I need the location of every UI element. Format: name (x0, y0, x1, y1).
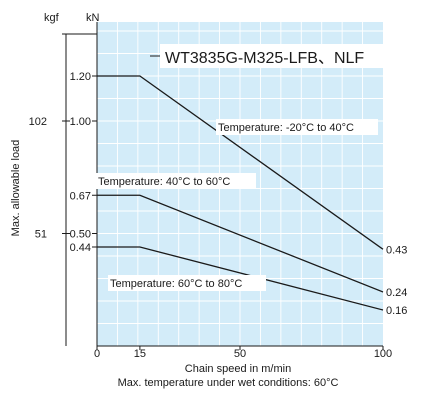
series-label-2: Temperature: 40°C to 60°C (98, 176, 230, 188)
y-tick-label-kn: 1.00 (70, 116, 91, 128)
series-label-box-3 (108, 275, 266, 291)
series-line-2 (97, 194, 384, 293)
x-axis-title: Chain speed in m/min (185, 363, 291, 375)
x-tick-label: 50 (234, 348, 246, 360)
y-tick-label-kn: 0.50 (70, 229, 91, 241)
series-label-1: Temperature: -20°C to 40°C (218, 122, 354, 134)
y-unit-kgf: kgf (44, 12, 60, 24)
y-tick-label-kgf: 102 (29, 116, 47, 128)
chart-note: Max. temperature under wet conditions: 6… (118, 377, 339, 389)
x-tick-label: 15 (134, 348, 146, 360)
series-end-value-1: 0.43 (386, 244, 407, 256)
series-end-value-3: 0.16 (386, 305, 407, 317)
y-tick-label-kn: 1.20 (70, 71, 91, 83)
series-label-box-1 (216, 119, 378, 135)
y-tick-label-kn: 0.44 (70, 242, 91, 254)
y-unit-kn: kN (86, 12, 100, 24)
y-tick-label-kn: 0.67 (70, 190, 91, 202)
x-tick-label: 100 (374, 348, 392, 360)
series-line-3 (97, 246, 384, 311)
y-tick-label-kgf: 51 (35, 229, 47, 241)
series-end-value-2: 0.24 (386, 287, 407, 299)
series-label-3: Temperature: 60°C to 80°C (110, 278, 242, 290)
x-tick-label: 0 (94, 348, 100, 360)
chart-title: WT3835G-M325-LFB、NLF (165, 50, 364, 67)
y-axis-title: Max. allowable load (10, 140, 22, 237)
series-line-1 (97, 75, 384, 250)
title-box (160, 44, 384, 68)
series-label-box-2 (96, 173, 256, 189)
